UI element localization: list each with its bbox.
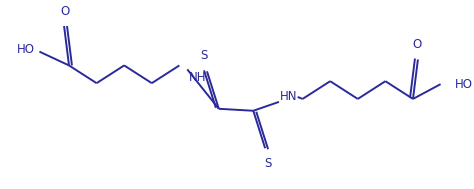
Text: HO: HO — [17, 43, 35, 56]
Text: O: O — [412, 38, 421, 51]
Text: HN: HN — [280, 91, 298, 103]
Text: O: O — [60, 5, 70, 18]
Text: S: S — [201, 50, 208, 63]
Text: NH: NH — [188, 71, 206, 84]
Text: S: S — [264, 157, 272, 170]
Text: HO: HO — [455, 78, 473, 91]
